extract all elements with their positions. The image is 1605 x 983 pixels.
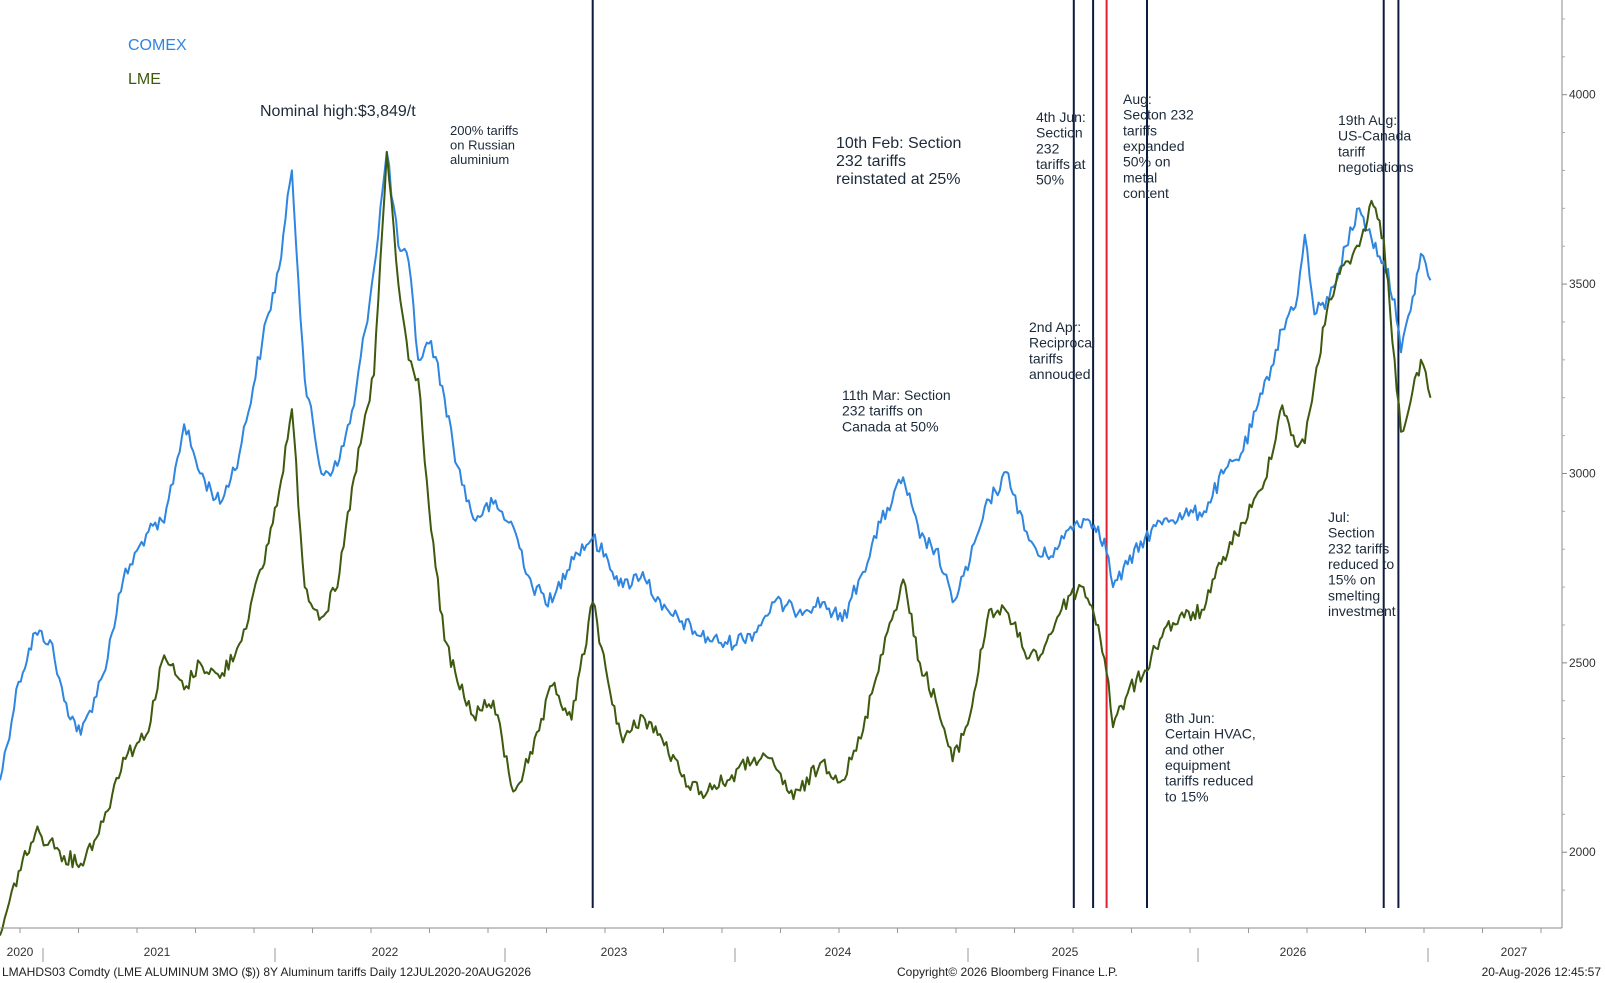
footer-source: LMAHDS03 Comdty (LME ALUMINUM 3MO ($)) 8… (2, 965, 531, 979)
x-tick-label-2025: 2025 (1052, 945, 1079, 959)
lme-series-line (0, 150, 1432, 936)
x-axis: 2020 2021 2022 2023 2024 2025 2026 2027 (0, 927, 1562, 962)
footer-timestamp: 20-Aug-2026 12:45:57 (1482, 965, 1602, 979)
x-tick-label-2021: 2021 (144, 945, 171, 959)
legend-comex: COMEX (128, 37, 187, 54)
annotation-4: 11th Mar: Section 232 tariffs on Canada at… (842, 387, 951, 434)
x-tick-label-2027: 2027 (1501, 945, 1528, 959)
annotation-5: 2nd Apr: Reciprocal tariffs annouced (1029, 319, 1095, 382)
legend: COMEX LME (128, 37, 187, 88)
footer-copyright: Copyright© 2026 Bloomberg Finance L.P. (897, 965, 1118, 979)
comex-series-line (0, 150, 1432, 781)
annotation-1: Nominal high:$3,849/t (260, 103, 416, 120)
x-tick-label-2023: 2023 (601, 945, 628, 959)
legend-lme: LME (128, 71, 161, 88)
annotation-2: 200% tariffs on Russian aluminium (450, 123, 519, 167)
x-tick-label-2024: 2024 (825, 945, 852, 959)
y-tick-label-3500: 3500 (1569, 277, 1596, 291)
annotation-3: 10th Feb: Section 232 tariffs reinstated a… (836, 135, 961, 188)
annotation-10: Jul: Section 232 tariffs reduced to 15% on sm… (1328, 509, 1396, 619)
footer: LMAHDS03 Comdty (LME ALUMINUM 3MO ($)) 8… (2, 965, 1601, 979)
y-tick-label-4000: 4000 (1569, 88, 1596, 102)
annotations: Nominal high:$3,849/t 200% tariffs on Russ… (260, 91, 1414, 804)
x-tick-label-2022: 2022 (372, 945, 399, 959)
y-tick-label-3000: 3000 (1569, 466, 1596, 480)
x-tick-label-2020: 2020 (7, 945, 34, 959)
annotation-8: 8th Jun: Certain HVAC, and other equipment t… (1165, 710, 1256, 804)
annotation-6: 4th Jun: Section 232 tariffs at 50% (1036, 109, 1086, 188)
y-axis: 2000 2500 3000 3500 4000 (1561, 0, 1596, 928)
y-tick-label-2000: 2000 (1569, 845, 1596, 859)
price-series (0, 150, 1432, 936)
y-tick-label-2500: 2500 (1569, 656, 1596, 670)
event-lines (591, 0, 1400, 908)
annotation-9: 19th Aug: US-Canada tariff negotiations (1338, 112, 1414, 175)
annotation-7: Aug: Secton 232 tariffs expanded 50% on metal… (1123, 91, 1194, 201)
x-tick-label-2026: 2026 (1280, 945, 1307, 959)
